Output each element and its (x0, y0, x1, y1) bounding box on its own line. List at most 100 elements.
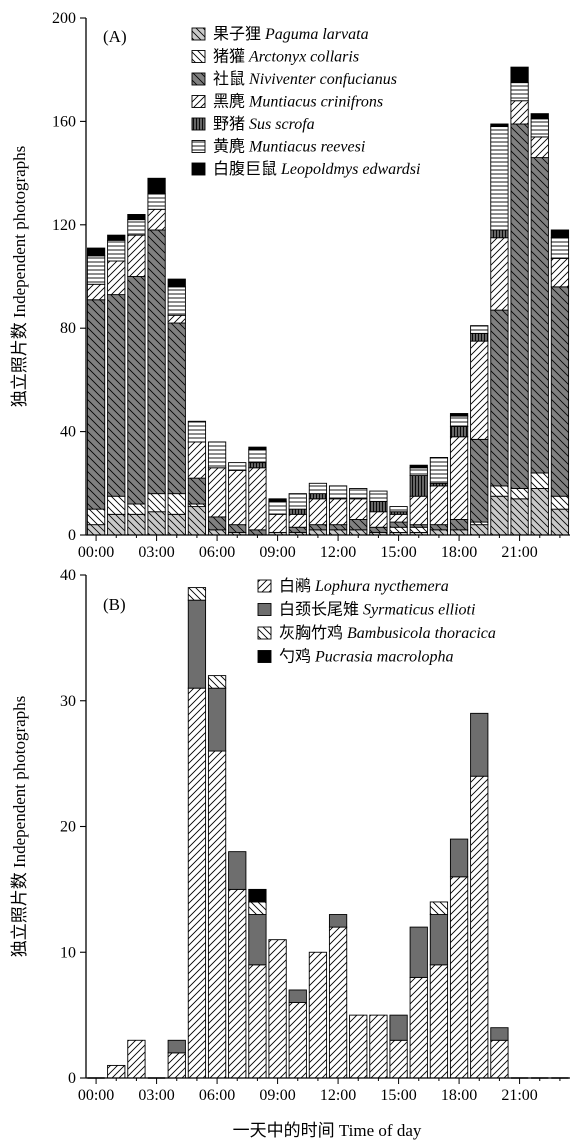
bar-segment-a-23-1 (550, 495, 570, 510)
bar-segment-a-22-0 (530, 488, 549, 536)
bar-segment-a-6-2 (207, 516, 227, 531)
legend-entry: 勺鸡 Pucrasia macrolopha (279, 648, 454, 666)
bar-segment-a-5-5 (187, 420, 207, 443)
legend-entry: 果子狸 Paguma larvata (213, 25, 369, 43)
bar-segment-a-5-3 (187, 441, 207, 479)
legend-swatch (257, 626, 272, 640)
bar-segment-b-5-0 (187, 687, 207, 1079)
panel-a: 0 40 80 120 160 200 00:00 03:00 06:00 09:00 12:00 1… (10, 10, 570, 561)
x-tick-label: 21:00 (501, 544, 537, 561)
bar-segment-a-14-4 (369, 500, 388, 513)
bar-segment-a-13-3 (349, 498, 368, 520)
bar-segment-a-5-2 (187, 477, 207, 505)
bar-segment-a-11-3 (308, 498, 328, 526)
bar-segment-a-20-4 (490, 229, 509, 239)
bar-segment-a-3-3 (147, 208, 166, 231)
bar-segment-a-4-0 (167, 513, 186, 536)
bar-segment-b-12-0 (328, 926, 348, 1079)
bar-segment-a-22-5 (530, 118, 549, 138)
legend-swatch (191, 117, 206, 131)
bar-segment-a-1-0 (107, 513, 126, 536)
bar-segment-a-7-5 (228, 462, 247, 471)
bar-segment-b-8-3 (248, 888, 267, 903)
bar-segment-a-13-0 (349, 529, 368, 536)
legend-swatch (257, 650, 272, 663)
bar-segment-a-11-0 (308, 529, 328, 536)
y-tick-label: 10 (60, 944, 76, 961)
bar-segment-a-19-0 (470, 524, 489, 536)
bar-segment-a-4-1 (167, 493, 186, 515)
bar-segment-a-11-2 (308, 524, 328, 531)
bar-segment-a-23-6 (550, 229, 570, 239)
bar-segment-b-8-0 (248, 964, 267, 1079)
bar-segment-a-21-2 (510, 123, 529, 489)
bar-segment-a-15-1 (389, 526, 408, 533)
x-tick-label: 09:00 (259, 1087, 295, 1104)
y-tick-label: 20 (60, 819, 76, 836)
bar-segment-a-17-5 (429, 457, 449, 484)
bar-segment-a-5-0 (187, 506, 207, 536)
bar-segment-a-0-2 (86, 299, 106, 510)
bar-segment-a-15-2 (389, 521, 408, 528)
bar-segment-b-14-0 (369, 1014, 388, 1079)
bar-segment-a-12-5 (328, 485, 348, 500)
bar-segment-b-15-1 (389, 1014, 408, 1041)
legend-swatch (257, 603, 272, 616)
bar-segment-a-0-1 (86, 508, 106, 526)
y-tick-label: 0 (68, 527, 76, 544)
bar-segment-b-19-1 (470, 712, 489, 777)
bar-segment-a-8-4 (248, 462, 267, 469)
bar-segment-a-21-3 (510, 100, 529, 125)
bar-segment-a-21-1 (510, 488, 529, 500)
x-tick-label: 15:00 (380, 1087, 416, 1104)
bar-segment-a-23-5 (550, 237, 570, 259)
y-axis-label: 独立照片数 Independent photographs (10, 146, 29, 408)
bar-segment-a-11-5 (308, 482, 328, 495)
bar-segment-b-6-1 (207, 687, 227, 752)
x-tick-label: 09:00 (259, 544, 295, 561)
bar-segment-b-20-0 (490, 1039, 509, 1079)
bar-segment-a-18-2 (449, 519, 469, 531)
bar-segment-a-13-5 (349, 488, 368, 500)
legend-swatch (257, 579, 272, 593)
bar-segment-b-7-0 (228, 888, 247, 1079)
bar-segment-a-2-3 (127, 234, 146, 277)
bar-segment-a-18-0 (449, 529, 469, 536)
bar-segment-a-17-3 (429, 485, 449, 526)
bar-segment-a-16-4 (409, 475, 428, 497)
x-tick-label: 21:00 (501, 1087, 537, 1104)
bar-segment-a-10-3 (288, 513, 307, 528)
bar-segment-a-9-5 (268, 500, 287, 515)
bar-segment-a-21-5 (510, 82, 529, 102)
bar-segment-b-17-1 (429, 914, 449, 966)
x-tick-label: 00:00 (78, 1087, 114, 1104)
bar-segment-a-1-2 (107, 294, 126, 497)
bar-segment-a-4-3 (167, 314, 186, 324)
bar-segment-a-13-2 (349, 519, 368, 531)
bar-segment-a-12-2 (328, 524, 348, 531)
bar-segment-a-23-0 (550, 508, 570, 536)
legend-entry: 白腹巨鼠 Leopoldmys edwardsi (213, 160, 420, 178)
bar-segment-a-14-3 (369, 511, 388, 528)
bar-segment-a-16-3 (409, 495, 428, 526)
bar-segment-b-17-0 (429, 964, 449, 1079)
bar-segment-b-6-2 (207, 675, 227, 689)
y-tick-label: 120 (52, 217, 76, 234)
bar-segment-a-1-3 (107, 260, 126, 296)
bar-segment-a-19-2 (470, 438, 489, 523)
bar-segment-a-7-2 (228, 524, 247, 533)
legend-swatch (191, 140, 206, 153)
bar-segment-b-18-0 (449, 876, 469, 1079)
bar-segment-b-8-1 (248, 914, 267, 966)
y-tick-label: 40 (60, 567, 76, 584)
panel-label: (A) (103, 27, 127, 46)
x-tick-label: 18:00 (441, 1087, 477, 1104)
bar-segment-a-6-5 (207, 441, 227, 469)
bar-segment-a-21-6 (510, 66, 529, 84)
bar-segment-a-15-3 (389, 513, 408, 523)
bar-segment-b-11-0 (308, 951, 328, 1079)
x-tick-label: 15:00 (380, 544, 416, 561)
x-tick-label: 06:00 (199, 544, 235, 561)
bar-segment-a-1-6 (107, 234, 126, 241)
bar-segment-a-22-2 (530, 157, 549, 474)
